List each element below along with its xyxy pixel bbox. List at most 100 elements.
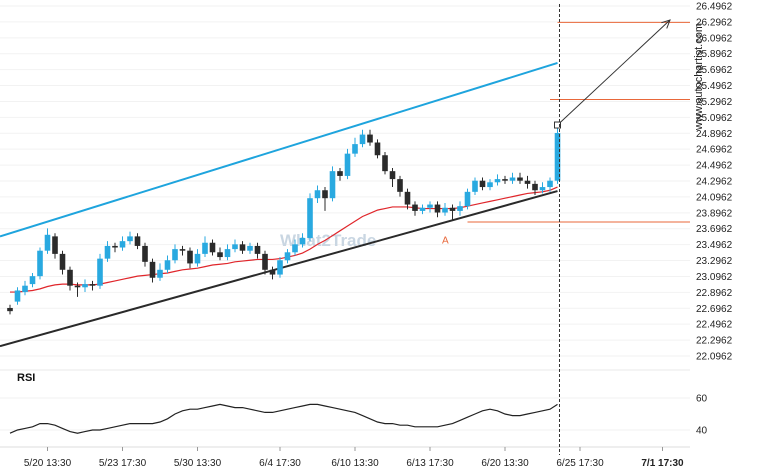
projection-start-marker	[554, 121, 561, 129]
candle-body	[359, 134, 366, 145]
candle-body	[434, 204, 441, 213]
candle-body	[412, 204, 418, 211]
candle-body	[37, 250, 43, 277]
candle-body	[142, 245, 148, 262]
time-tick-label: 5/20 13:30	[24, 458, 72, 469]
candle-body	[322, 190, 328, 199]
time-tick-label: 6/25 17:30	[556, 458, 604, 469]
bull-candle	[472, 177, 478, 196]
candle-body	[44, 234, 51, 251]
bear-candle	[412, 201, 418, 216]
candle-body	[382, 155, 388, 172]
bull-candle	[314, 185, 321, 203]
bull-candle	[442, 202, 448, 216]
bull-candle	[127, 231, 133, 245]
candle-body	[502, 179, 508, 181]
time-tick-label: 5/23 17:30	[99, 458, 147, 469]
price-tick-label: 23.8962	[696, 208, 733, 219]
price-tick-label: 23.2962	[696, 256, 733, 267]
bull-candle	[299, 233, 306, 248]
candle-body	[442, 207, 448, 213]
price-tick-label: 25.2962	[696, 97, 733, 108]
bull-candle	[82, 279, 88, 293]
price-tick-label: 22.6962	[696, 304, 733, 315]
bear-candle	[389, 167, 396, 188]
candle-body	[479, 180, 486, 188]
bull-candle	[119, 236, 126, 251]
candle-body	[202, 242, 208, 254]
candle-body	[464, 191, 471, 207]
candle-body	[149, 261, 156, 278]
candle-body	[472, 180, 478, 192]
bull-candle	[494, 174, 501, 186]
candle-body	[494, 179, 501, 183]
candle-body	[269, 269, 276, 275]
projection-line	[557, 19, 671, 126]
price-tick-label: 24.8962	[696, 129, 733, 140]
candle-body	[52, 236, 58, 254]
bear-candle	[337, 167, 343, 181]
candle-body	[172, 249, 178, 261]
candle-body	[22, 285, 28, 293]
price-tick-label: 25.8962	[696, 49, 733, 60]
bull-candle	[464, 188, 471, 210]
candle-body	[187, 250, 193, 264]
watermark-text: What2Trade	[280, 231, 376, 250]
price-tick-label: 22.8962	[696, 288, 733, 299]
bull-candle	[352, 137, 358, 157]
candle-body	[164, 260, 171, 270]
bear-candle	[532, 180, 538, 196]
bull-candle	[44, 228, 51, 254]
bull-candle	[232, 239, 238, 253]
projection	[554, 19, 671, 129]
bull-candle	[509, 172, 516, 184]
bear-candle	[52, 233, 58, 259]
bull-candle	[29, 272, 36, 288]
candle-body	[524, 180, 531, 184]
bear-candle	[479, 177, 486, 191]
bear-candle	[502, 175, 508, 184]
bull-candle	[307, 193, 313, 242]
candle-body	[532, 183, 538, 191]
bear-candle	[89, 280, 96, 291]
bear-candle	[112, 242, 118, 253]
candle-body	[389, 171, 396, 180]
candle-body	[194, 253, 201, 264]
price-tick-label: 26.4962	[696, 2, 733, 13]
bear-candle	[322, 187, 328, 211]
bull-candle	[329, 166, 336, 202]
price-grid	[0, 5, 690, 357]
bear-candle	[524, 175, 531, 189]
bear-candle	[209, 239, 216, 256]
candles	[7, 128, 561, 315]
bull-candle	[157, 263, 163, 281]
rsi-title: RSI	[17, 372, 35, 384]
bear-candle	[397, 175, 403, 197]
bear-candle	[254, 242, 261, 259]
candle-body	[404, 191, 411, 205]
bear-candle	[517, 172, 523, 184]
bull-candle	[554, 128, 561, 184]
time-tick-label: 6/20 13:30	[481, 458, 529, 469]
site-watermark: www.autochartist.com	[693, 23, 705, 131]
bull-candle	[292, 239, 298, 256]
point-label: A	[442, 236, 449, 247]
price-tick-label: 24.6962	[696, 145, 733, 156]
candle-body	[254, 245, 261, 254]
candle-body	[82, 284, 88, 288]
bear-candle	[404, 188, 411, 210]
candle-body	[217, 252, 223, 258]
price-axis: 26.4962 26.2962 26.0962 25.8962 25.6962 25.49…	[696, 2, 733, 363]
candle-body	[119, 241, 126, 248]
bear-candle	[382, 152, 388, 175]
candle-body	[292, 244, 298, 253]
candle-body	[329, 171, 336, 199]
candle-body	[247, 245, 253, 251]
bull-candle	[487, 179, 493, 191]
bear-candle	[434, 201, 441, 218]
bear-candle	[239, 241, 246, 254]
candle-body	[314, 190, 321, 199]
bull-candle	[247, 242, 253, 254]
bull-candle	[14, 287, 21, 305]
